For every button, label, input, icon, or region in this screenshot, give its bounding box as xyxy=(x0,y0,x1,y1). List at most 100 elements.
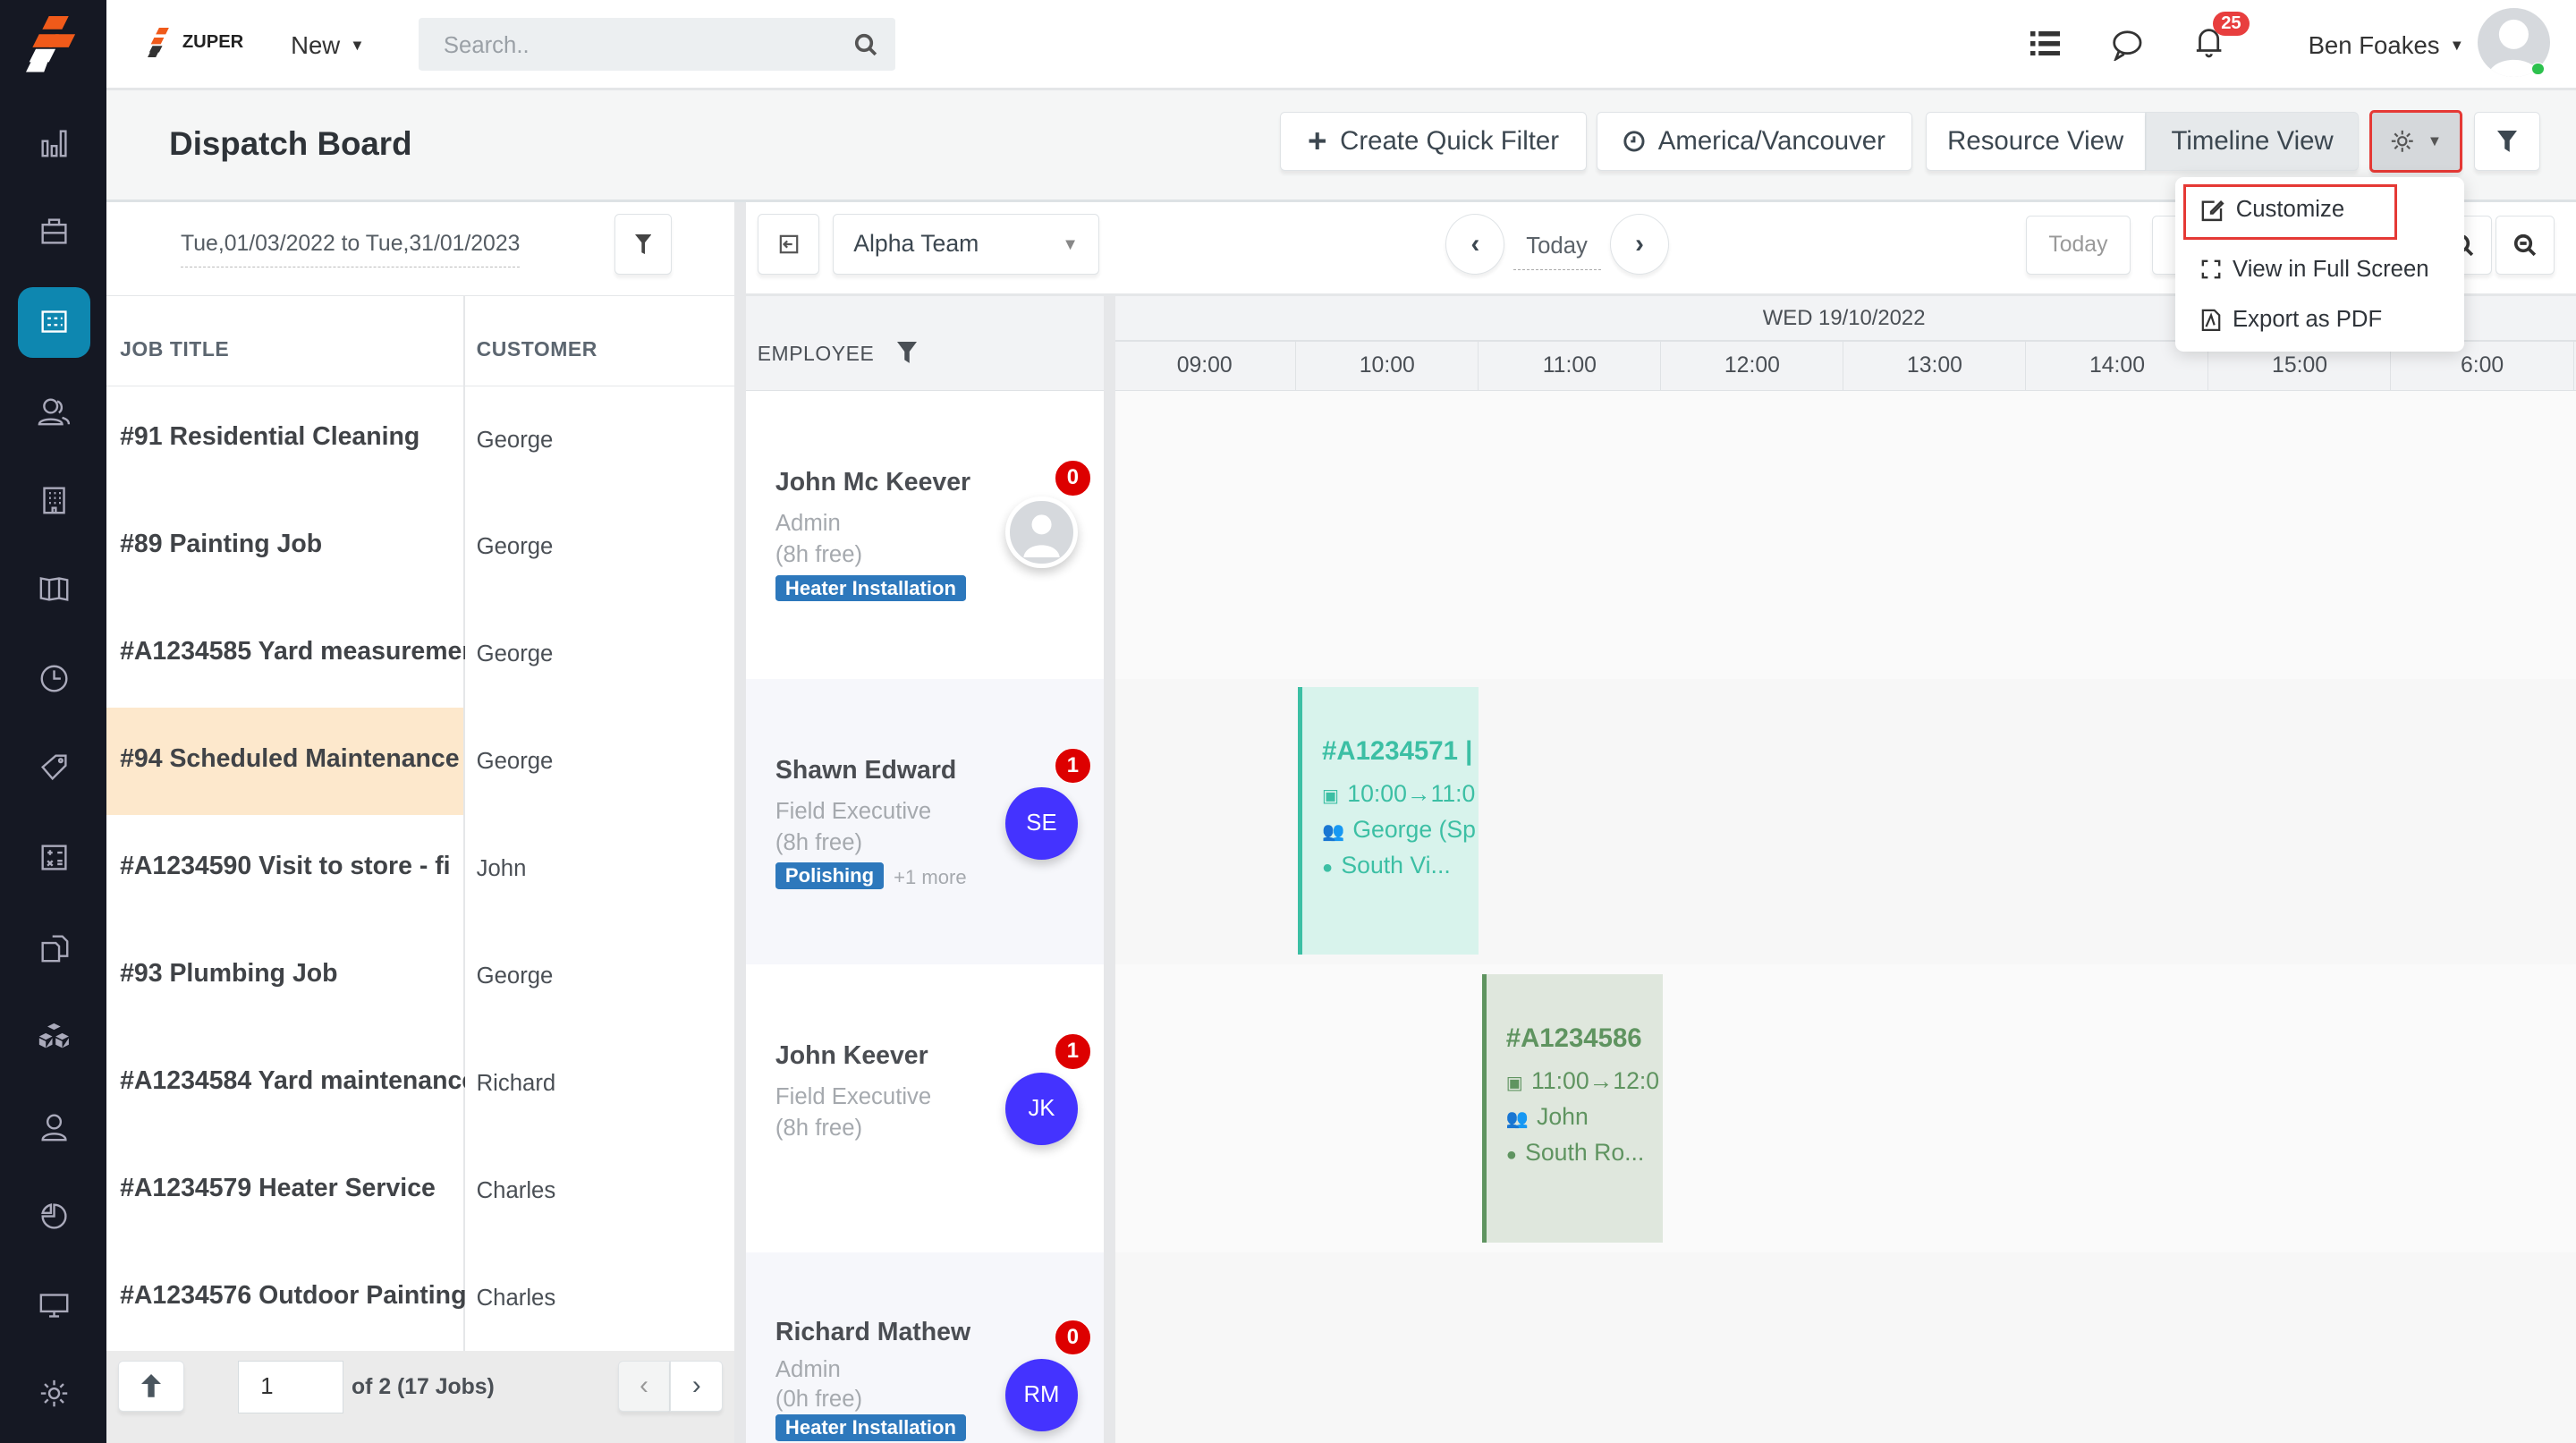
job-title[interactable]: #89 Painting Job xyxy=(120,529,323,558)
job-row[interactable]: #94 Scheduled Maintenance George xyxy=(106,708,734,815)
job-title[interactable]: #A1234585 Yard measurement xyxy=(120,636,465,666)
employee-row[interactable]: Shawn Edward Field Executive (8h free) Poli… xyxy=(745,678,1105,965)
timeline-date: WED 19/10/2022 xyxy=(1762,305,1926,330)
jobs-table-header xyxy=(106,295,734,386)
job-row[interactable]: #A1234585 Yard measurement George xyxy=(106,600,734,707)
employee-name: John Keever xyxy=(775,1041,928,1071)
column-divider xyxy=(462,295,465,1351)
job-title[interactable]: #A1234576 Outdoor Painting xyxy=(120,1280,465,1310)
menu-item-customize[interactable]: Customize xyxy=(2201,197,2344,223)
monitor-icon[interactable] xyxy=(35,1285,74,1324)
timeline-row[interactable] xyxy=(1115,964,2576,1252)
more-skills[interactable]: +1 more xyxy=(894,865,967,888)
dashboard-icon[interactable] xyxy=(35,123,74,163)
chat-icon[interactable] xyxy=(2111,30,2142,61)
previous-day-button[interactable]: ‹ xyxy=(1445,213,1505,275)
customers-icon[interactable] xyxy=(35,391,74,430)
bell-icon[interactable] xyxy=(2195,26,2223,59)
page-number-input[interactable]: 1 xyxy=(238,1360,343,1413)
job-title[interactable]: #A1234579 Heater Service xyxy=(120,1173,436,1202)
sidebar-active-highlight xyxy=(18,287,91,359)
employee-role: Admin xyxy=(775,511,841,537)
settings-dropdown-button[interactable]: ▼ xyxy=(2368,110,2463,173)
reports-pie-icon[interactable] xyxy=(35,1196,74,1235)
search-icon[interactable] xyxy=(854,33,877,56)
employee-row[interactable]: John Mc Keever Admin (8h free) Heater Insta… xyxy=(745,391,1105,679)
job-row[interactable]: #A1234579 Heater Service Charles xyxy=(106,1137,734,1244)
brand-name: ZUPER xyxy=(182,32,244,53)
job-title[interactable]: #91 Residential Cleaning xyxy=(120,422,420,452)
employee-row[interactable]: Richard Mathew Admin (0h free) Heater Insta… xyxy=(745,1252,1105,1443)
employee-avatar[interactable]: SE xyxy=(1005,786,1078,860)
today-button[interactable]: Today xyxy=(2025,215,2131,275)
job-count-badge: 0 xyxy=(1055,1319,1091,1356)
calculator-icon[interactable] xyxy=(35,838,74,878)
panel-splitter[interactable] xyxy=(734,201,746,1443)
timeline-row[interactable] xyxy=(1115,391,2576,679)
job-row[interactable]: #91 Residential Cleaning George xyxy=(106,386,734,493)
job-event-card[interactable]: #A1234571 | ▣ 10:00→11:0 👥 George (Sp ● South … xyxy=(1297,686,1479,955)
map-icon[interactable] xyxy=(35,568,74,607)
employee-row[interactable]: John Keever Field Executive (8h free) JK 1 xyxy=(745,964,1105,1252)
job-row[interactable]: #89 Painting Job George xyxy=(106,494,734,600)
zoom-out-icon xyxy=(2514,233,2537,256)
assets-boxes-icon[interactable] xyxy=(35,1017,74,1057)
menu-item-export-pdf[interactable]: Export as PDF xyxy=(2201,307,2382,333)
employee-avatar[interactable]: JK xyxy=(1005,1073,1078,1146)
job-row[interactable]: #A1234584 Yard maintenance Richard xyxy=(106,1030,734,1136)
job-row[interactable]: #A1234576 Outdoor Painting Charles xyxy=(106,1244,734,1351)
documents-icon[interactable] xyxy=(35,929,74,968)
employee-avatar[interactable]: RM xyxy=(1005,1358,1078,1431)
zuper-logo-icon[interactable] xyxy=(26,16,81,79)
menu-item-full-screen[interactable]: View in Full Screen xyxy=(2201,257,2429,283)
user-menu[interactable]: Ben Foakes ▼ xyxy=(2309,31,2464,60)
zoom-out-button[interactable] xyxy=(2495,215,2555,275)
plus-icon: + xyxy=(1308,122,1327,159)
employee-avatar[interactable] xyxy=(1005,496,1078,569)
resource-view-tab[interactable]: Resource View xyxy=(1925,111,2146,171)
timeline-row[interactable] xyxy=(1115,1252,2576,1443)
job-row[interactable]: #A1234590 Visit to store - fi John xyxy=(106,815,734,921)
job-title[interactable]: #93 Plumbing Job xyxy=(120,958,338,988)
list-icon[interactable] xyxy=(2030,30,2061,56)
job-title[interactable]: #A1234590 Visit to store - fi xyxy=(120,851,451,880)
next-page-button[interactable]: › xyxy=(670,1360,724,1412)
collapse-panel-button[interactable] xyxy=(757,213,820,275)
job-customer: George xyxy=(476,963,554,989)
job-count-badge: 1 xyxy=(1055,747,1091,785)
zuper-brand-logo[interactable]: ZUPER xyxy=(148,28,244,58)
job-event-card[interactable]: #A1234586 ▣ 11:00→12:0 👥 John ● South Ro... xyxy=(1481,974,1663,1243)
event-customer: 👥 John xyxy=(1506,1103,1663,1131)
timezone-button[interactable]: America/Vancouver xyxy=(1597,111,1912,171)
jobs-filter-button[interactable] xyxy=(614,213,673,275)
new-dropdown[interactable]: New ▼ xyxy=(291,31,364,60)
organization-building-icon[interactable] xyxy=(35,480,74,519)
date-range-picker[interactable]: Tue,01/03/2022 to Tue,31/01/2023 xyxy=(181,232,521,267)
timeline-view-tab[interactable]: Timeline View xyxy=(2145,111,2360,171)
employee-free-hours: (8h free) xyxy=(775,1116,863,1142)
filter-button[interactable] xyxy=(2474,111,2540,171)
jobs-briefcase-icon[interactable] xyxy=(35,212,74,251)
scroll-to-top-button[interactable] xyxy=(118,1360,184,1412)
job-title[interactable]: #94 Scheduled Maintenance xyxy=(120,743,460,773)
dispatch-calendar-icon[interactable] xyxy=(35,302,74,342)
create-quick-filter-button[interactable]: + Create Quick Filter xyxy=(1279,111,1588,171)
user-icon[interactable] xyxy=(35,1108,74,1147)
clock-icon[interactable] xyxy=(35,659,74,699)
job-row[interactable]: #93 Plumbing Job George xyxy=(106,922,734,1029)
previous-page-button[interactable]: ‹ xyxy=(617,1360,671,1412)
user-avatar[interactable] xyxy=(2477,8,2550,78)
employee-filter-icon[interactable] xyxy=(896,342,917,363)
column-header-customer[interactable]: CUSTOMER xyxy=(476,336,597,361)
hour-label: 13:00 xyxy=(1844,342,2027,392)
job-title[interactable]: #A1234584 Yard maintenance xyxy=(120,1065,465,1095)
notification-badge: 25 xyxy=(2213,11,2250,36)
date-picker-today[interactable]: Today xyxy=(1513,233,1601,270)
team-select[interactable]: Alpha Team ▼ xyxy=(833,213,1099,275)
event-job-id: #A1234586 xyxy=(1505,1023,1642,1054)
next-day-button[interactable]: › xyxy=(1609,213,1670,275)
column-header-job-title[interactable]: JOB TITLE xyxy=(120,336,230,361)
settings-gear-icon[interactable] xyxy=(35,1373,74,1413)
tag-icon[interactable] xyxy=(35,748,74,787)
search-input[interactable]: Search.. xyxy=(419,18,895,71)
